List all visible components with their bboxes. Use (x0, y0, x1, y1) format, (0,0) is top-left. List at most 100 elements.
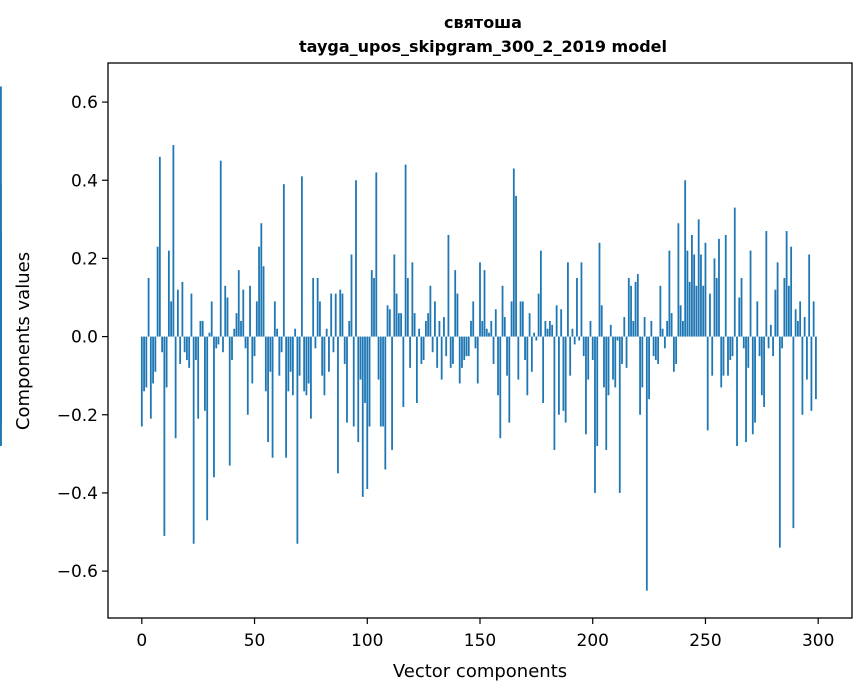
bar-undefined (0, 313, 2, 337)
bar-139 (454, 270, 457, 337)
bar-237 (675, 336, 678, 364)
bar-218 (632, 320, 635, 337)
bar-236 (672, 336, 675, 372)
bar-190 (569, 336, 572, 376)
bar-101 (368, 336, 371, 427)
bar-288 (790, 246, 793, 337)
bar-148 (474, 336, 477, 349)
bar-263 (733, 207, 736, 337)
bar-141 (458, 336, 461, 384)
bar-247 (697, 219, 700, 337)
bar-127 (427, 313, 430, 337)
bar-125 (422, 336, 425, 361)
bar-205 (603, 336, 605, 388)
bar-153 (485, 328, 488, 337)
bar-246 (695, 285, 698, 337)
bar-172 (528, 313, 531, 337)
bar-106 (379, 336, 382, 427)
bar-149 (476, 336, 479, 384)
bar-170 (524, 336, 526, 361)
bar-203 (598, 242, 601, 337)
bar-184 (555, 305, 558, 337)
bar-109 (386, 305, 389, 337)
bar-187 (562, 336, 565, 411)
bar-105 (377, 336, 380, 380)
bar-89 (341, 293, 344, 337)
bar-13 (170, 301, 173, 337)
bar-298 (812, 301, 815, 337)
bar-122 (415, 336, 418, 404)
bar-73 (305, 336, 308, 396)
bar-41 (233, 328, 236, 337)
bar-18 (181, 281, 184, 337)
bar-132 (438, 320, 441, 337)
bar-104 (375, 172, 378, 337)
bar-78 (316, 277, 319, 337)
bar-63 (282, 184, 285, 337)
bar-287 (787, 285, 790, 337)
bar-86 (334, 293, 337, 337)
bar-162 (506, 336, 508, 376)
bar-250 (704, 242, 707, 337)
bar-4 (149, 336, 152, 419)
bar-2 (145, 336, 148, 388)
bar-134 (443, 317, 445, 337)
bar-53 (260, 223, 263, 337)
bar-188 (564, 336, 567, 423)
bar-185 (558, 336, 560, 415)
bar-111 (391, 336, 393, 450)
bar-59 (273, 301, 276, 337)
bar-226 (650, 320, 653, 337)
bar-83 (328, 336, 330, 372)
bar-81 (323, 336, 326, 396)
bar-201 (594, 336, 596, 493)
bar-14 (172, 145, 175, 337)
bar-167 (517, 336, 520, 380)
bar-16 (176, 289, 179, 337)
bar-180 (546, 328, 549, 337)
bar-94 (352, 336, 355, 427)
bar-115 (400, 313, 402, 337)
bar-120 (411, 262, 414, 337)
bar-290 (794, 309, 797, 337)
bar-90 (343, 336, 346, 364)
bar-277 (765, 231, 768, 337)
bar-108 (384, 336, 387, 470)
bar-253 (711, 336, 714, 376)
bar-163 (508, 336, 511, 423)
bar-118 (406, 277, 409, 337)
bar-254 (713, 258, 716, 337)
bar-176 (537, 293, 540, 337)
bar-146 (470, 320, 472, 337)
bar-294 (803, 317, 806, 337)
bar-225 (648, 336, 650, 400)
bar-40 (231, 336, 233, 361)
x-tick-label: 200 (577, 631, 609, 651)
bar-11 (165, 336, 168, 388)
bar-24 (195, 336, 197, 361)
bar-50 (253, 336, 256, 357)
bar-119 (409, 336, 412, 368)
bar-121 (413, 313, 416, 337)
bar-221 (639, 336, 641, 415)
bar-82 (325, 328, 328, 337)
bar-33 (215, 336, 218, 349)
bar-92 (348, 320, 351, 337)
bar-151 (481, 320, 484, 337)
bar-47 (246, 336, 249, 415)
bar-79 (319, 301, 321, 337)
bar-224 (645, 336, 648, 591)
bar-110 (388, 309, 391, 337)
bar-197 (585, 336, 587, 435)
bar-217 (630, 285, 632, 337)
bar-279 (769, 324, 772, 337)
bar-267 (742, 336, 745, 349)
bar-29 (206, 336, 209, 521)
bar-72 (303, 336, 306, 392)
bar-178 (542, 336, 545, 404)
bar-186 (560, 309, 563, 337)
bar-87 (337, 336, 339, 474)
bar-138 (452, 336, 454, 364)
bar-212 (618, 336, 621, 493)
bar-199 (589, 320, 592, 337)
